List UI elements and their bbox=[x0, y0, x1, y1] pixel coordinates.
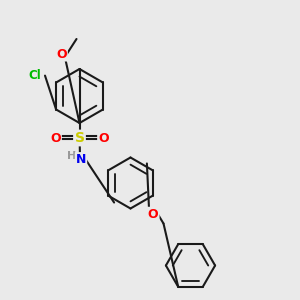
Text: S: S bbox=[74, 131, 85, 145]
Text: O: O bbox=[50, 131, 61, 145]
Text: O: O bbox=[56, 47, 67, 61]
Text: H: H bbox=[68, 151, 76, 161]
Text: O: O bbox=[98, 131, 109, 145]
Text: Cl: Cl bbox=[28, 69, 41, 82]
Text: N: N bbox=[76, 153, 86, 166]
Text: O: O bbox=[148, 208, 158, 221]
